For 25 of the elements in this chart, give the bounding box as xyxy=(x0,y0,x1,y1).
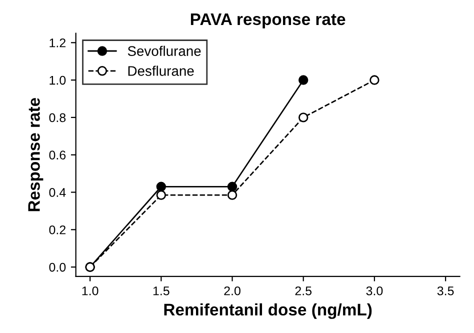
x-tick-label: 1.0 xyxy=(82,286,98,296)
chart-title: PAVA response rate xyxy=(190,14,346,28)
point xyxy=(370,75,380,85)
y-tick-label: 1.0 xyxy=(50,76,66,85)
x-tick-label: 2.0 xyxy=(224,286,240,296)
x-axis-title: Remifentanil dose (ng/mL) xyxy=(164,303,372,319)
y-tick-label: 0.4 xyxy=(49,188,66,197)
legend-label: Sevoflurane xyxy=(128,46,201,56)
point xyxy=(227,182,238,192)
y-tick-label: 0.6 xyxy=(49,150,66,160)
legend-label: Desflurane xyxy=(128,66,194,76)
y-axis-title: Response rate xyxy=(28,98,44,212)
y-tick-label: 0.0 xyxy=(49,262,66,272)
x-tick-label: 3.5 xyxy=(437,286,454,296)
point xyxy=(156,182,166,192)
point xyxy=(298,75,308,85)
point xyxy=(156,190,166,200)
y-tick-label: 1.2 xyxy=(50,38,66,48)
x-tick-label: 1.5 xyxy=(153,286,170,296)
x-tick-label: 2.5 xyxy=(295,286,312,296)
point xyxy=(298,112,308,122)
y-tick-label: 0.8 xyxy=(49,113,66,122)
point xyxy=(227,190,238,200)
y-tick-label: 0.2 xyxy=(49,225,66,234)
x-tick-label: 3.0 xyxy=(366,286,383,296)
